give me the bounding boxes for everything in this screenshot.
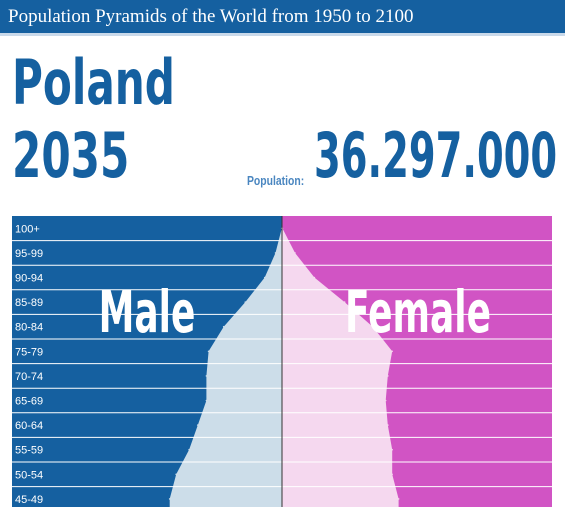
female-data-point [384,399,387,402]
male-data-point [274,252,277,254]
male-data-point [168,498,171,500]
country-name: Poland [12,46,175,119]
male-data-point [205,399,208,402]
tick-label: 50-54 [15,469,43,481]
female-data-point [391,350,393,353]
tick-label: 70-74 [15,371,43,383]
male-data-point [175,473,177,476]
female-data-point [387,375,389,377]
male-data-point [205,375,208,377]
tick-label: 90-94 [15,273,43,285]
male-data-point [196,424,199,426]
female-series-area [282,216,399,507]
tick-label: 95-99 [15,248,43,260]
female-data-point [387,424,389,426]
male-data-point [263,276,266,279]
tick-label: 85-89 [15,297,43,309]
tick-label: 80-84 [15,322,43,334]
tick-label: 100+ [15,223,40,235]
tick-label: 60-64 [15,420,43,432]
header-bar: Population Pyramids of the World from 19… [0,0,565,36]
male-data-point [207,350,210,353]
female-data-point [343,301,346,303]
male-data-point [244,301,247,303]
female-data-point [371,325,374,328]
tick-label: 55-59 [15,445,43,457]
male-data-point [188,448,190,451]
male-series-area [169,216,282,507]
male-data-point [222,325,225,328]
year-label: 2035 [12,119,130,192]
female-data-point [313,276,316,279]
female-data-point [391,473,393,476]
population-label: Population: [247,173,305,188]
population-value: 36.297.000 [314,119,558,192]
female-data-point [294,252,296,254]
legend-female: Female [345,279,491,346]
tick-label: 75-79 [15,346,43,358]
female-data-point [391,448,393,451]
legend-male: Male [99,279,196,346]
site-title: Population Pyramids of the World from 19… [8,6,414,27]
tick-label: 65-69 [15,396,43,408]
tick-label: 45-49 [15,494,43,506]
female-data-point [397,498,400,500]
